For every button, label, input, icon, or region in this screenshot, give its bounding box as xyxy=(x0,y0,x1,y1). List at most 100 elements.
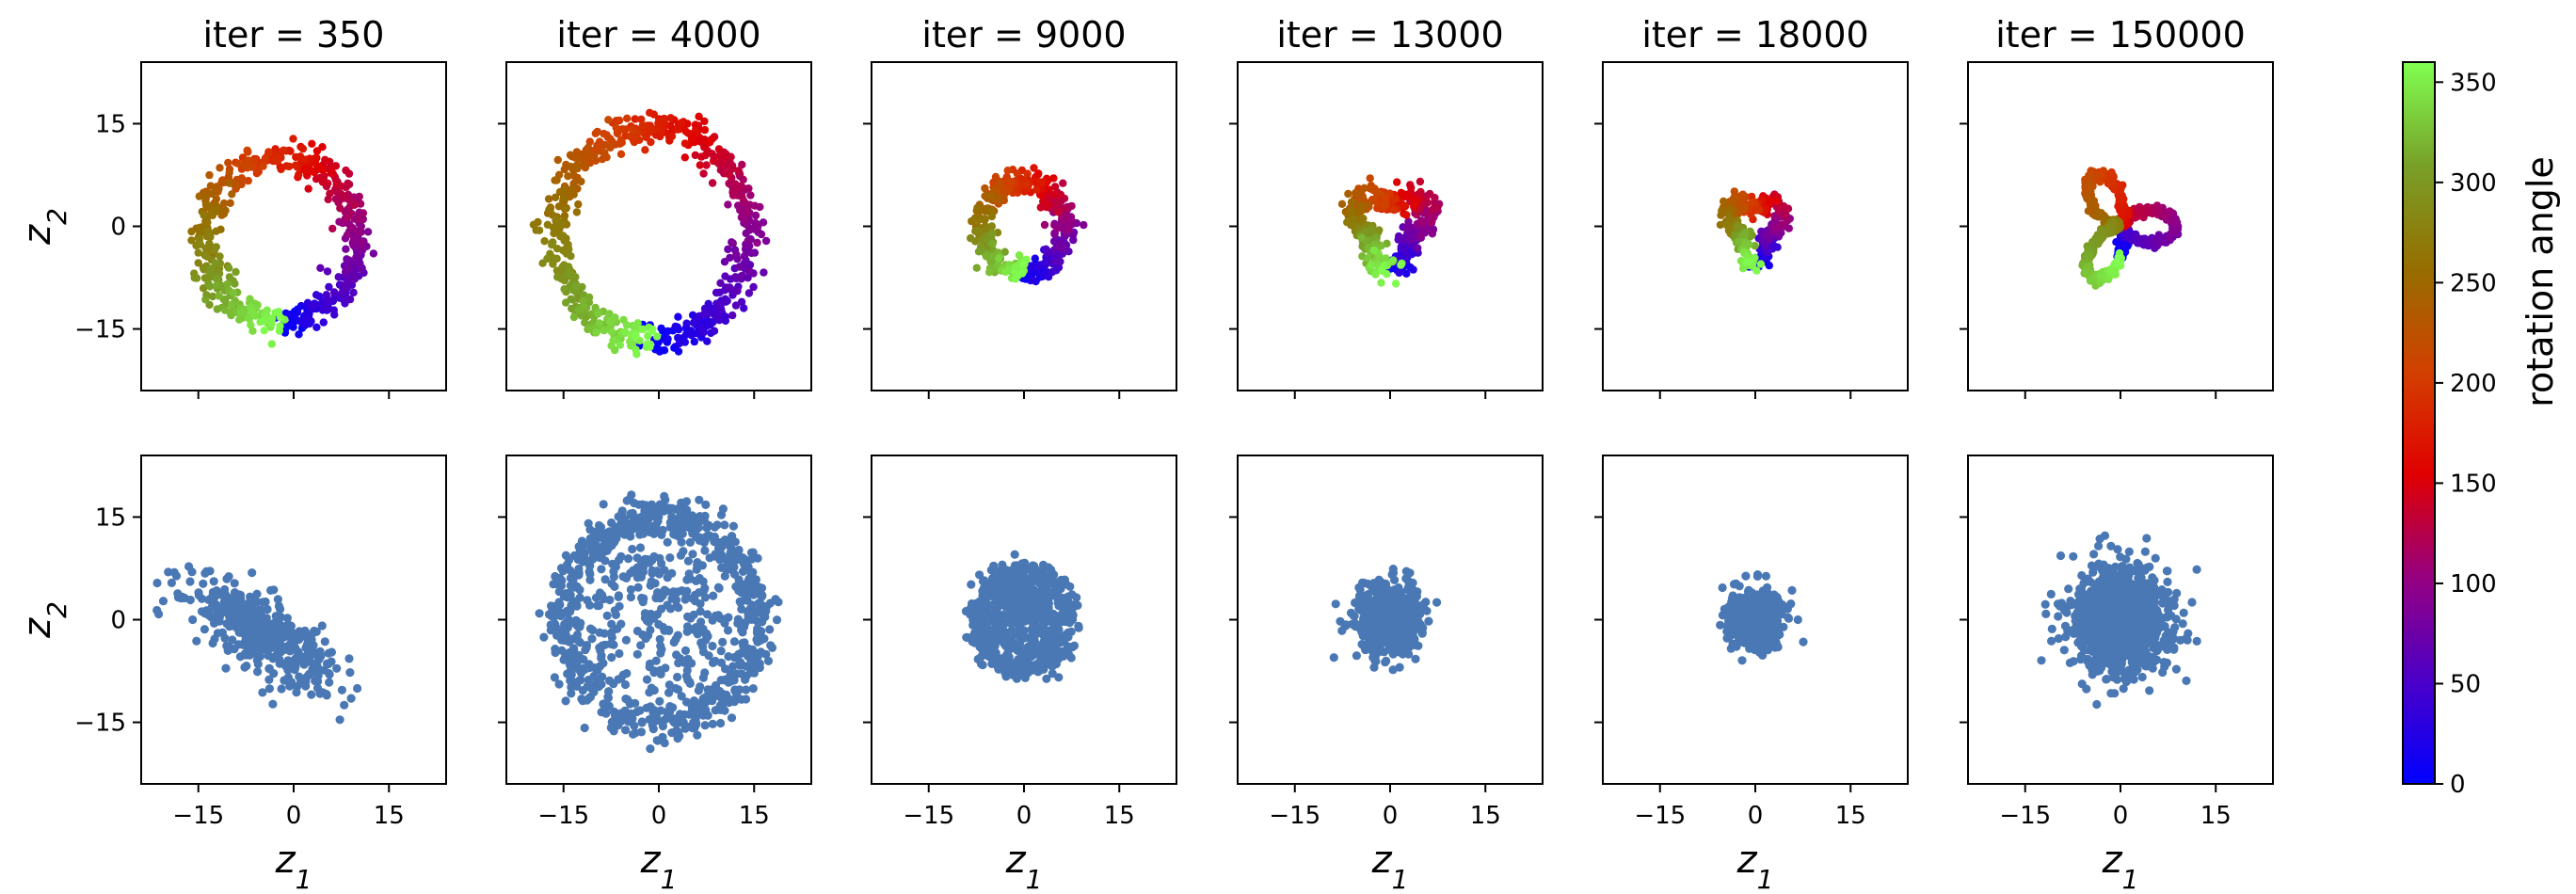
scatter-point xyxy=(729,637,740,647)
scatter-point xyxy=(1054,208,1063,216)
scatter-point xyxy=(660,738,669,748)
scatter-point xyxy=(231,279,239,288)
scatter-point xyxy=(747,600,757,610)
scatter-point xyxy=(731,180,740,188)
scatter-point xyxy=(235,315,244,324)
scatter-point xyxy=(982,252,991,261)
scatter-point xyxy=(735,263,744,271)
axes-frame xyxy=(140,455,447,785)
scatter-point xyxy=(313,671,323,680)
scatter-point xyxy=(1772,197,1781,205)
scatter-point xyxy=(685,574,696,583)
scatter-point xyxy=(1410,233,1418,243)
scatter-point xyxy=(557,220,567,229)
scatter-point xyxy=(695,112,703,120)
scatter-point xyxy=(582,643,591,652)
scatter-point xyxy=(1391,279,1400,288)
scatter-point xyxy=(551,193,560,201)
scatter-point xyxy=(559,195,568,203)
scatter-point xyxy=(312,175,321,184)
scatter-point xyxy=(609,679,618,689)
scatter-point xyxy=(616,674,626,683)
scatter-point xyxy=(677,119,685,127)
scatter-point xyxy=(580,664,589,675)
scatter-point xyxy=(310,626,319,636)
scatter-point xyxy=(991,185,1000,194)
scatter-point xyxy=(261,645,270,654)
scatter-point xyxy=(561,696,570,706)
scatter-point xyxy=(574,570,584,580)
scatter-point xyxy=(1366,184,1374,193)
scatter-point xyxy=(280,660,290,669)
scatter-point xyxy=(261,597,270,607)
scatter-point xyxy=(742,694,751,704)
scatter-point xyxy=(973,227,983,235)
scatter-point xyxy=(691,720,701,729)
scatter-point xyxy=(629,126,637,135)
scatter-point xyxy=(1060,204,1069,213)
scatter-point xyxy=(723,558,732,567)
scatter-point xyxy=(539,632,549,642)
scatter-point xyxy=(700,117,709,126)
scatter-point xyxy=(626,709,636,718)
x-tick-label: 0 xyxy=(651,802,667,830)
scatter-point xyxy=(580,302,588,311)
scatter-point xyxy=(344,179,352,188)
scatter-point xyxy=(1022,180,1032,188)
scatter-point xyxy=(1060,216,1068,224)
scatter-point xyxy=(641,516,650,525)
scatter-point xyxy=(244,176,252,185)
scatter-point xyxy=(680,153,689,162)
scatter-point xyxy=(664,625,674,635)
scatter-point xyxy=(641,146,649,154)
scatter-point xyxy=(691,597,700,606)
scatter-point xyxy=(212,195,221,203)
scatter-point xyxy=(609,528,618,538)
scatter-point xyxy=(332,180,341,189)
scatter-point xyxy=(740,304,748,312)
scatter-point xyxy=(626,132,634,141)
scatter-point xyxy=(325,670,334,679)
scatter-point xyxy=(685,659,695,668)
scatter-point xyxy=(243,163,251,171)
scatter-point xyxy=(230,645,239,654)
scatter-point xyxy=(700,546,710,555)
scatter-point xyxy=(228,635,237,645)
scatter-point xyxy=(1344,189,1352,199)
scatter-point xyxy=(295,170,303,179)
scatter-point xyxy=(555,599,565,610)
scatter-point xyxy=(292,688,301,697)
scatter-point xyxy=(254,168,263,176)
scatter-point xyxy=(332,663,342,673)
scatter-point xyxy=(223,279,232,289)
scatter-point xyxy=(749,668,760,678)
scatter-point xyxy=(697,535,707,545)
scatter-point xyxy=(720,520,729,530)
scatter-point xyxy=(304,312,313,321)
scatter-point xyxy=(680,139,690,148)
scatter-point xyxy=(237,309,246,317)
scatter-point xyxy=(203,218,212,227)
scatter-point xyxy=(222,574,232,583)
scatter-point xyxy=(269,669,279,678)
scatter-point xyxy=(1019,260,1028,268)
scatter-point xyxy=(654,512,664,521)
scatter-point xyxy=(2088,181,2096,189)
scatter-point xyxy=(551,645,560,654)
scatter-point xyxy=(616,136,626,145)
scatter-point xyxy=(613,624,622,633)
scatter-point xyxy=(649,668,659,678)
scatter-points xyxy=(1716,187,1795,275)
scatter-point xyxy=(682,505,692,515)
scatter-point xyxy=(708,179,717,187)
scatter-point xyxy=(201,194,210,202)
scatter-point xyxy=(565,555,574,565)
scatter-point xyxy=(726,677,736,686)
scatter-point xyxy=(320,637,329,647)
scatter-point xyxy=(655,634,664,644)
scatter-point xyxy=(1393,178,1401,186)
scatter-point xyxy=(682,622,693,631)
scatter-point xyxy=(1034,262,1043,271)
